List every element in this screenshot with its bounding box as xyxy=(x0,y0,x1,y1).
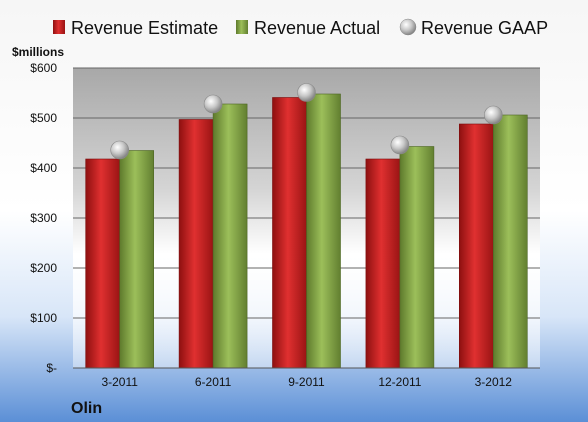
bar-revenue-actual xyxy=(119,150,154,369)
x-tick-label: 3-2012 xyxy=(475,375,513,389)
bar-revenue-actual xyxy=(212,103,248,369)
y-tick-label: $400 xyxy=(30,161,57,175)
y-tick-label: $200 xyxy=(30,261,57,275)
legend-swatch-green xyxy=(236,20,248,34)
y-unit-label: $millions xyxy=(12,45,64,59)
legend-item-revenue-actual: Revenue Actual xyxy=(236,18,380,38)
bar-revenue-actual xyxy=(492,114,528,369)
y-tick-label: $600 xyxy=(30,61,57,75)
y-tick-label: $300 xyxy=(30,211,57,225)
legend: Revenue Estimate Revenue Actual Revenue … xyxy=(53,18,548,38)
bar-revenue-estimate xyxy=(365,158,401,369)
y-axis-ticks: $- $100 $200 $300 $400 $500 $600 xyxy=(30,61,57,375)
marker-revenue-gaap xyxy=(203,94,223,114)
bars xyxy=(85,93,528,369)
x-tick-label: 12-2011 xyxy=(378,375,421,389)
marker-revenue-gaap xyxy=(483,105,503,125)
marker-revenue-gaap xyxy=(390,135,410,155)
legend-label-estimate: Revenue Estimate xyxy=(71,18,218,38)
bar-revenue-actual xyxy=(306,93,341,369)
legend-item-revenue-gaap: Revenue GAAP xyxy=(399,18,548,38)
legend-item-revenue-estimate: Revenue Estimate xyxy=(53,18,218,38)
x-tick-label: 3-2011 xyxy=(101,375,138,389)
marker-revenue-gaap xyxy=(297,83,316,102)
bar-revenue-actual xyxy=(399,146,435,369)
legend-swatch-red xyxy=(53,20,65,34)
marker-revenue-gaap xyxy=(110,140,129,160)
x-tick-label: 9-2011 xyxy=(288,375,325,389)
bar-revenue-estimate xyxy=(178,119,214,369)
legend-label-gaap: Revenue GAAP xyxy=(421,18,548,38)
legend-marker-gray xyxy=(399,18,417,36)
x-axis-ticks: 3-2011 6-2011 9-2011 12-2011 3-2012 xyxy=(101,375,512,389)
bar-revenue-estimate xyxy=(458,123,494,369)
y-tick-label: $500 xyxy=(30,111,57,125)
y-tick-label: $100 xyxy=(30,311,57,325)
bar-revenue-estimate xyxy=(272,97,307,369)
legend-label-actual: Revenue Actual xyxy=(254,18,380,38)
company-label: Olin xyxy=(71,400,102,417)
bar-revenue-estimate xyxy=(85,158,120,369)
y-tick-label: $- xyxy=(46,361,57,375)
gaap-markers xyxy=(110,83,503,160)
x-tick-label: 6-2011 xyxy=(195,375,232,389)
